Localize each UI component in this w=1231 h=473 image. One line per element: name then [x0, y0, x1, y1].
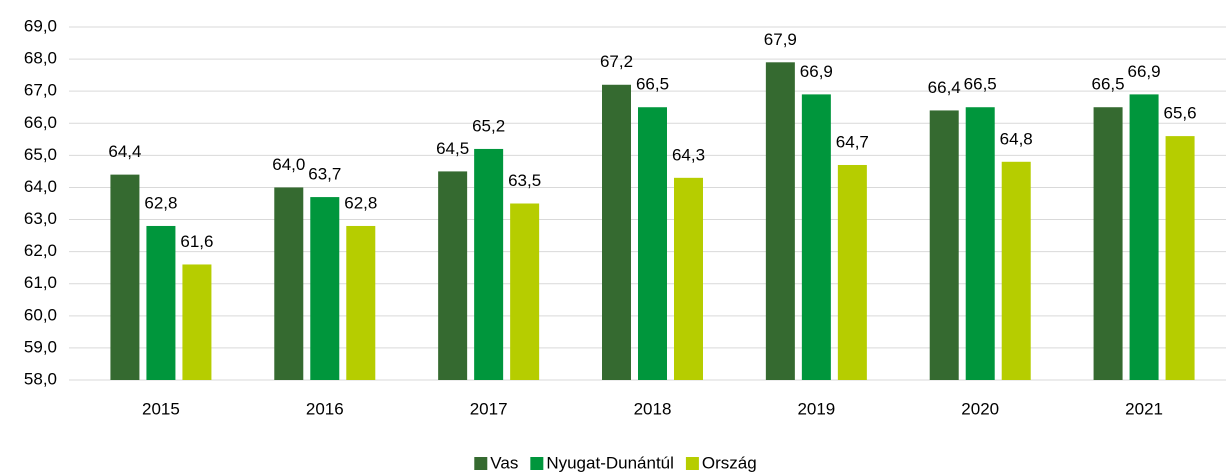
y-tick-label: 62,0 [24, 241, 57, 260]
legend-label: Vas [490, 453, 518, 472]
legend-swatch [530, 457, 544, 470]
data-label: 65,2 [472, 116, 505, 135]
bar [801, 94, 831, 381]
bar [602, 84, 631, 380]
data-label: 66,9 [800, 62, 833, 81]
x-tick-label: 2019 [797, 399, 835, 418]
legend-swatch [685, 457, 699, 470]
bar [1165, 136, 1195, 380]
data-label: 66,5 [636, 75, 669, 94]
legend-label: Nyugat-Dunántúl [546, 453, 674, 472]
bar [510, 203, 540, 380]
y-tick-label: 59,0 [24, 337, 57, 356]
data-label: 64,0 [272, 155, 305, 174]
x-tick-label: 2016 [306, 399, 344, 418]
data-label: 64,8 [1000, 129, 1033, 148]
data-label: 67,9 [764, 30, 797, 49]
legend-label: Ország [702, 453, 757, 472]
data-label: 63,5 [508, 171, 541, 190]
bar [1093, 107, 1123, 381]
data-label: 64,3 [672, 145, 705, 164]
bar [674, 177, 703, 380]
bar [765, 62, 795, 381]
bar [146, 225, 176, 380]
data-label: 61,6 [180, 232, 213, 251]
bar [638, 107, 667, 381]
data-label: 65,6 [1164, 104, 1197, 123]
x-tick-label: 2018 [634, 399, 672, 418]
data-label: 66,5 [964, 75, 997, 94]
y-tick-label: 66,0 [24, 113, 57, 132]
y-tick-label: 63,0 [24, 209, 57, 228]
data-label: 62,8 [344, 193, 377, 212]
legend-swatch [474, 457, 488, 470]
x-tick-label: 2017 [470, 399, 508, 418]
bar [182, 264, 212, 380]
data-label: 63,7 [308, 165, 341, 184]
bar [837, 164, 867, 380]
y-tick-label: 58,0 [24, 369, 57, 388]
bar [346, 225, 376, 380]
x-tick-label: 2015 [142, 399, 180, 418]
y-tick-label: 64,0 [24, 177, 57, 196]
data-label: 64,5 [436, 139, 469, 158]
data-label: 66,9 [1128, 62, 1161, 81]
bar [1001, 161, 1031, 380]
y-tick-label: 68,0 [24, 49, 57, 68]
y-tick-label: 60,0 [24, 305, 57, 324]
bar [474, 148, 504, 380]
data-label: 64,7 [836, 132, 869, 151]
y-tick-label: 61,0 [24, 273, 57, 292]
data-label: 66,4 [928, 78, 961, 97]
data-label: 66,5 [1092, 75, 1125, 94]
data-label: 67,2 [600, 52, 633, 71]
data-label: 62,8 [144, 193, 177, 212]
bar [965, 107, 995, 381]
bar [929, 110, 959, 380]
bar [438, 171, 468, 380]
y-tick-label: 67,0 [24, 81, 57, 100]
bar [310, 197, 340, 380]
y-tick-label: 69,0 [24, 16, 57, 35]
bar [274, 187, 304, 380]
y-tick-label: 65,0 [24, 145, 57, 164]
bar [110, 174, 140, 380]
x-tick-label: 2020 [961, 399, 999, 418]
x-tick-label: 2021 [1125, 399, 1163, 418]
bar [1129, 94, 1159, 381]
data-label: 64,4 [108, 142, 141, 161]
